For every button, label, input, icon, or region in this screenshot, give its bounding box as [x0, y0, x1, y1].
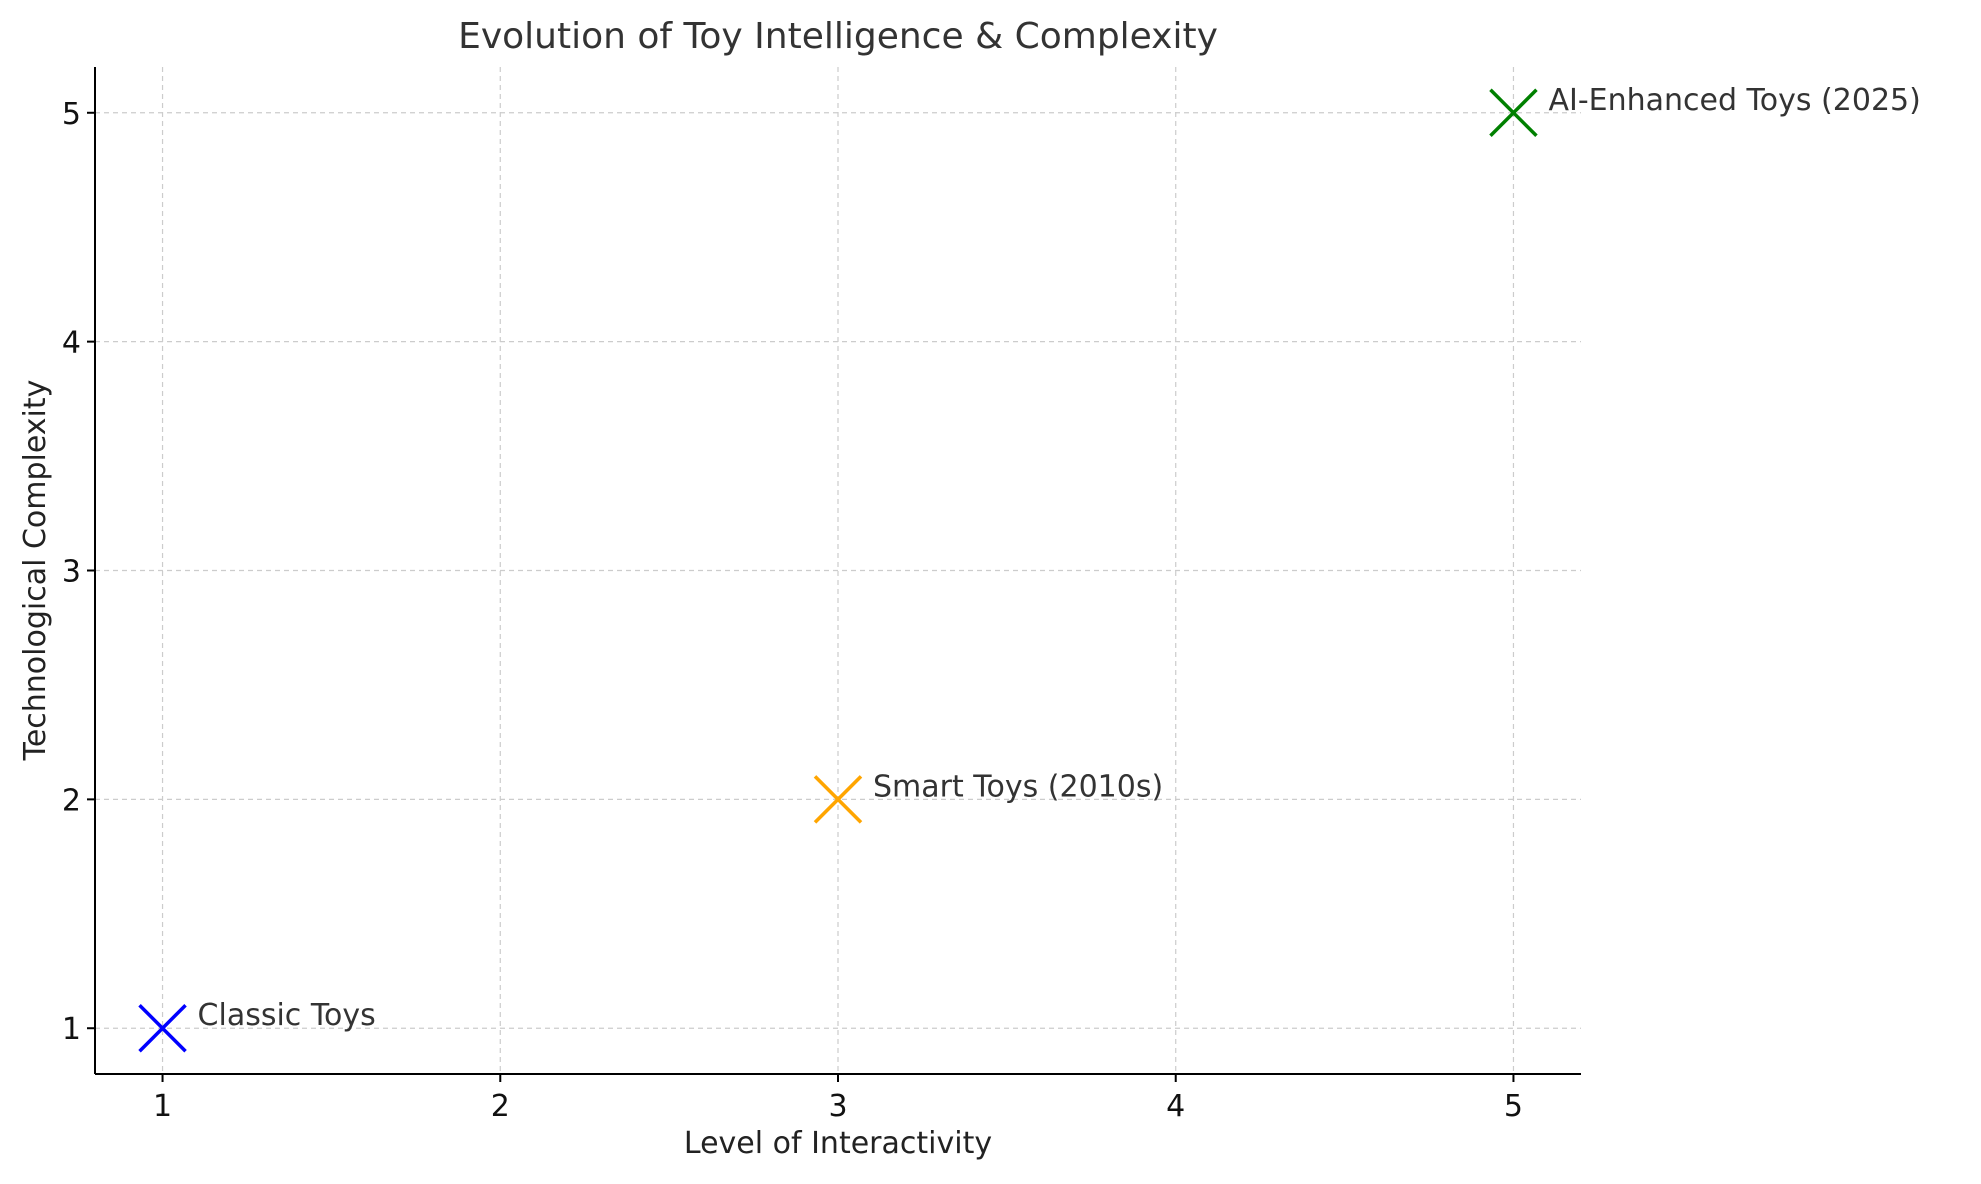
y-axis-label: Technological Complexity — [18, 380, 53, 762]
chart-title: Evolution of Toy Intelligence & Complexi… — [458, 16, 1218, 57]
x-tick-label: 4 — [1166, 1089, 1185, 1124]
y-tick-label: 2 — [62, 783, 81, 818]
data-points: Classic Toys Smart Toys (2010s) AI-Enhance… — [138, 83, 1921, 1053]
x-axis-label: Level of Interactivity — [684, 1126, 992, 1161]
x-tick-label: 2 — [491, 1089, 510, 1124]
data-point: AI-Enhanced Toys (2025) — [1489, 83, 1921, 138]
grid — [95, 67, 1581, 1074]
point-label: Classic Toys — [198, 998, 376, 1033]
data-point: Smart Toys (2010s) — [813, 769, 1163, 824]
data-point: Classic Toys — [138, 998, 376, 1053]
y-tick-label: 3 — [62, 555, 81, 590]
point-marker-stroke — [813, 775, 863, 824]
x-tick-label: 1 — [153, 1089, 172, 1124]
point-marker-stroke — [1489, 88, 1538, 138]
ticks: 1 2 3 4 5 1 2 3 4 5 — [62, 97, 1523, 1124]
point-label: Smart Toys (2010s) — [873, 769, 1163, 804]
y-tick-label: 1 — [62, 1012, 81, 1047]
x-tick-label: 5 — [1504, 1089, 1523, 1124]
point-marker-stroke — [138, 1003, 187, 1053]
point-label: AI-Enhanced Toys (2025) — [1548, 83, 1920, 118]
y-tick-label: 5 — [62, 97, 81, 132]
x-tick-label: 3 — [828, 1089, 847, 1124]
y-tick-label: 4 — [62, 326, 81, 361]
